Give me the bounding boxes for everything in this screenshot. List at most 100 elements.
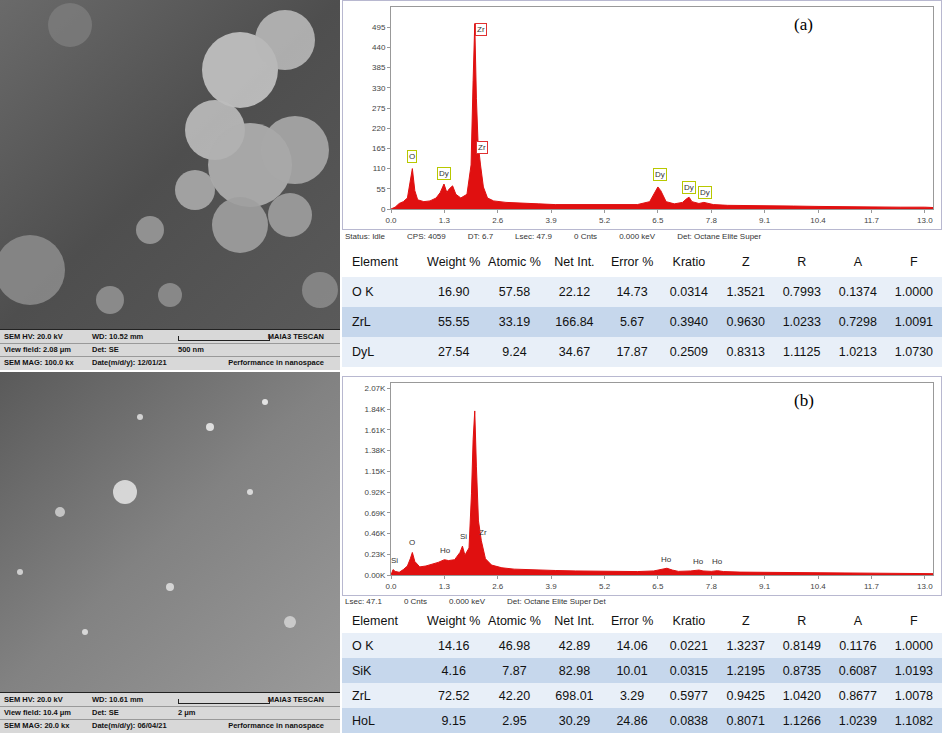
html-text:1.0000: 1.0000 [894, 638, 933, 653]
svg-text:7.8: 7.8 [706, 582, 718, 591]
html-text:3.29: 3.29 [619, 688, 645, 703]
html-text:Element: Element [352, 613, 398, 628]
html-text:0.5977: 0.5977 [669, 688, 708, 703]
html-text:ZrL: ZrL [352, 688, 371, 703]
html-text:9.15: 9.15 [441, 713, 466, 728]
svg-text:3.9: 3.9 [546, 582, 558, 591]
svg-text:Si: Si [391, 556, 398, 565]
html-text:0.6087: 0.6087 [838, 663, 877, 678]
svg-text:1.84K: 1.84K [364, 405, 386, 414]
svg-text:Ho: Ho [661, 555, 672, 564]
svg-text:6.5: 6.5 [652, 582, 664, 591]
svg-text:Zr: Zr [477, 25, 485, 34]
html-text:82.98: 82.98 [558, 663, 591, 678]
svg-text:1.15K: 1.15K [364, 467, 386, 476]
svg-text:55: 55 [376, 185, 385, 194]
html-text:1.0193: 1.0193 [894, 663, 933, 678]
svg-text:1.38K: 1.38K [364, 446, 386, 455]
html-text:Error %: Error % [610, 613, 654, 628]
html-text:HoL: HoL [352, 713, 375, 728]
html-text:10.01: 10.01 [616, 663, 648, 678]
svg-text:11.7: 11.7 [864, 582, 880, 591]
html-text:Kratio: Kratio [672, 613, 706, 628]
svg-text:(b): (b) [794, 391, 814, 410]
html-text:24.86: 24.86 [616, 713, 648, 728]
html-text:14.06: 14.06 [616, 638, 648, 653]
html-text:2.95: 2.95 [502, 713, 527, 728]
html-text:7.87: 7.87 [502, 663, 527, 678]
svg-text:9.1: 9.1 [759, 582, 771, 591]
svg-text:110: 110 [373, 164, 386, 173]
svg-text:330: 330 [372, 84, 386, 93]
html-text:46.98: 46.98 [498, 638, 531, 653]
svg-text:440: 440 [372, 43, 386, 52]
svg-text:Ho: Ho [693, 557, 704, 566]
svg-text:6.5: 6.5 [652, 216, 664, 225]
svg-text:0.0: 0.0 [385, 216, 397, 225]
svg-text:3.9: 3.9 [546, 216, 558, 225]
svg-text:Ho: Ho [712, 557, 723, 566]
svg-text:495: 495 [372, 23, 386, 32]
html-text:1.3237: 1.3237 [726, 638, 765, 653]
svg-text:13.0: 13.0 [917, 216, 933, 225]
svg-text:2.07K: 2.07K [364, 384, 386, 393]
svg-text:0: 0 [381, 205, 386, 214]
svg-text:2.6: 2.6 [492, 582, 504, 591]
svg-text:O: O [409, 152, 415, 161]
svg-text:O: O [409, 538, 415, 547]
html-text:4.16: 4.16 [441, 663, 466, 678]
svg-text:13.0: 13.0 [917, 582, 933, 591]
svg-text:Si: Si [460, 532, 467, 541]
svg-text:11.7: 11.7 [864, 216, 880, 225]
html-text:Atomic %: Atomic % [488, 613, 541, 628]
svg-text:0.92K: 0.92K [364, 488, 386, 497]
html-text:0.9425: 0.9425 [726, 688, 765, 703]
svg-text:Dy: Dy [684, 183, 694, 192]
html-text:42.89: 42.89 [558, 638, 591, 653]
svg-text:5.2: 5.2 [599, 582, 611, 591]
svg-text:385: 385 [372, 63, 386, 72]
html-text:0.1176: 0.1176 [839, 638, 877, 653]
html-text:30.29: 30.29 [558, 713, 591, 728]
svg-text:5.2: 5.2 [599, 216, 611, 225]
html-text:1.0078: 1.0078 [894, 688, 933, 703]
html-text:0.8149: 0.8149 [782, 638, 821, 653]
svg-text:Zr: Zr [478, 143, 486, 152]
svg-text:Dy: Dy [655, 170, 665, 179]
html-text:14.16: 14.16 [438, 638, 470, 653]
html-text:1.0420: 1.0420 [782, 688, 821, 703]
html-text:42.20: 42.20 [498, 688, 531, 703]
svg-text:10.4: 10.4 [810, 216, 826, 225]
html-text:Weight %: Weight % [427, 613, 481, 628]
svg-text:10.4: 10.4 [810, 582, 826, 591]
html-text:1.2195: 1.2195 [726, 663, 765, 678]
html-text:Net Int.: Net Int. [554, 613, 595, 628]
svg-text:(a): (a) [794, 15, 813, 34]
svg-text:Ho: Ho [440, 546, 451, 555]
html-text:0.8677: 0.8677 [838, 688, 877, 703]
svg-text:1.3: 1.3 [439, 582, 451, 591]
html-text:0.0221: 0.0221 [669, 638, 708, 653]
svg-text:0.00K: 0.00K [364, 571, 386, 580]
html-text:72.52: 72.52 [438, 688, 470, 703]
svg-text:0.69K: 0.69K [364, 509, 386, 518]
svg-text:0.46K: 0.46K [364, 529, 386, 538]
svg-text:0.23K: 0.23K [364, 550, 386, 559]
svg-text:1.61K: 1.61K [364, 426, 386, 435]
svg-text:1.3: 1.3 [439, 216, 451, 225]
html-text:0.8735: 0.8735 [782, 663, 821, 678]
html-text:0.0315: 0.0315 [669, 663, 708, 678]
svg-text:9.1: 9.1 [759, 216, 771, 225]
svg-text:275: 275 [372, 104, 386, 113]
svg-text:165: 165 [372, 144, 386, 153]
svg-text:Dy: Dy [700, 188, 710, 197]
svg-text:Dy: Dy [439, 169, 449, 178]
svg-text:220: 220 [372, 124, 386, 133]
svg-text:Zr: Zr [479, 528, 487, 537]
svg-text:0.0: 0.0 [385, 582, 397, 591]
html-text:O K: O K [352, 638, 374, 653]
svg-text:2.6: 2.6 [492, 216, 504, 225]
html-text:SiK: SiK [352, 663, 372, 678]
svg-text:7.8: 7.8 [706, 216, 718, 225]
html-text:698.01: 698.01 [555, 688, 594, 703]
